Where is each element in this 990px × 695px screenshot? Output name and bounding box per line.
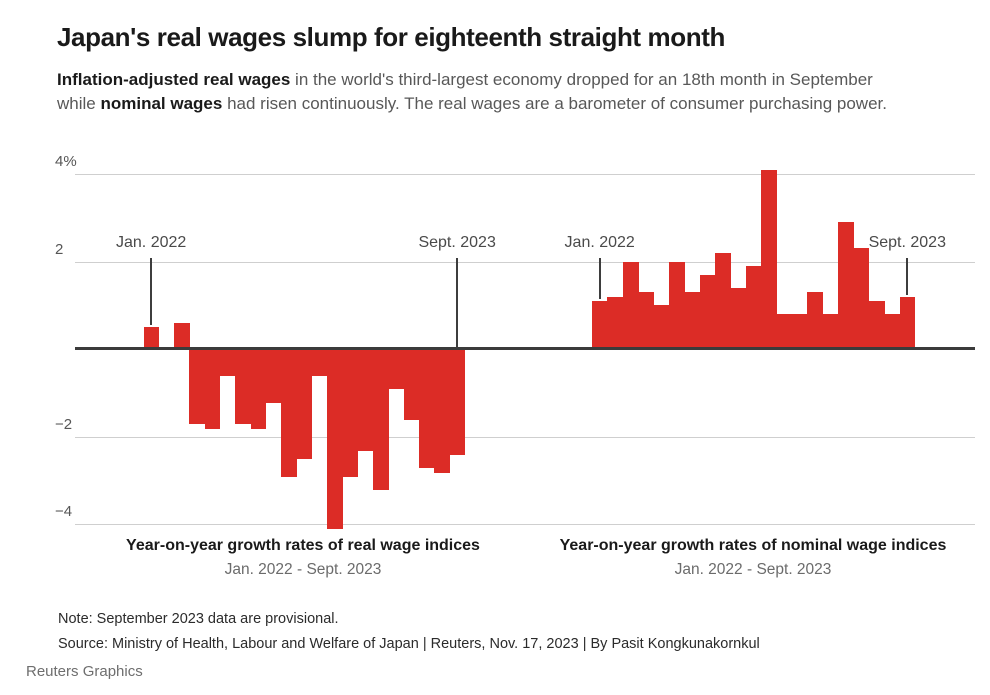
left-chart-caption: Year-on-year growth rates of real wage i… bbox=[53, 536, 553, 579]
date-tick-line bbox=[906, 258, 909, 295]
gridline bbox=[75, 174, 975, 175]
bar-mar-2022 bbox=[174, 322, 190, 349]
date-tick-label: Jan. 2022 bbox=[116, 234, 187, 251]
bar-may-2023 bbox=[838, 222, 854, 349]
bar-jul-2023 bbox=[418, 350, 435, 469]
bar-may-2022 bbox=[653, 305, 670, 349]
y-axis-label: −4 bbox=[55, 503, 73, 520]
bar-jun-2022 bbox=[220, 350, 236, 377]
bar-jan-2022 bbox=[592, 300, 608, 349]
y-axis-label: −2 bbox=[55, 415, 73, 433]
bar-sep-2022 bbox=[265, 350, 282, 403]
bar-feb-2023 bbox=[791, 314, 808, 349]
date-tick-label: Jan. 2022 bbox=[564, 234, 635, 251]
bar-jan-2022 bbox=[143, 327, 160, 349]
description-text-3: had risen continuously. The real wages a… bbox=[222, 94, 887, 113]
bar-jul-2023 bbox=[868, 300, 885, 349]
bar-jan-2023 bbox=[776, 314, 793, 349]
bar-jun-2023 bbox=[853, 248, 870, 349]
bar-apr-2023 bbox=[822, 314, 839, 349]
date-tick-line bbox=[150, 258, 153, 326]
bar-aug-2022 bbox=[699, 274, 716, 349]
left-chart-title: Year-on-year growth rates of real wage i… bbox=[126, 537, 480, 554]
reuters-graphics-credit: Reuters Graphics bbox=[26, 663, 143, 680]
date-tick-line bbox=[598, 258, 601, 299]
source-line: Source: Ministry of Health, Labour and W… bbox=[58, 636, 760, 652]
bar-jul-2022 bbox=[235, 350, 251, 425]
bar-mar-2023 bbox=[807, 292, 824, 349]
description-bold-real-wages: Inflation-adjusted real wages bbox=[57, 70, 291, 89]
bar-feb-2022 bbox=[607, 296, 624, 349]
bar-may-2022 bbox=[204, 350, 221, 429]
bar-jun-2022 bbox=[668, 261, 685, 349]
bar-mar-2023 bbox=[357, 350, 374, 451]
gridline bbox=[75, 524, 975, 525]
date-tick-label: Sept. 2023 bbox=[868, 234, 946, 251]
date-tick-line bbox=[456, 258, 459, 348]
right-chart-caption: Year-on-year growth rates of nominal wag… bbox=[503, 536, 990, 579]
bar-aug-2023 bbox=[884, 314, 900, 349]
description-bold-nominal-wages: nominal wages bbox=[100, 94, 223, 113]
bar-may-2023 bbox=[388, 350, 404, 390]
bar-jul-2022 bbox=[684, 292, 701, 349]
bar-apr-2022 bbox=[638, 292, 654, 349]
bar-apr-2022 bbox=[189, 350, 206, 425]
bar-apr-2023 bbox=[373, 350, 389, 490]
page-title: Japan's real wages slump for eighteenth … bbox=[57, 22, 725, 52]
bar-feb-2023 bbox=[342, 350, 359, 477]
bar-mar-2022 bbox=[622, 261, 639, 349]
bar-aug-2022 bbox=[250, 350, 267, 429]
bar-nov-2022 bbox=[296, 350, 313, 460]
bar-sep-2022 bbox=[715, 252, 731, 349]
bar-dec-2022 bbox=[311, 350, 328, 377]
bar-nov-2022 bbox=[745, 265, 762, 349]
bar-oct-2022 bbox=[730, 287, 747, 349]
left-chart-date-range: Jan. 2022 - Sept. 2023 bbox=[224, 561, 382, 578]
right-chart-title: Year-on-year growth rates of nominal wag… bbox=[559, 537, 947, 554]
bar-dec-2022 bbox=[761, 169, 777, 349]
gridline bbox=[75, 436, 975, 438]
date-tick-label: Sept. 2023 bbox=[418, 234, 496, 251]
bar-sep-2023 bbox=[449, 350, 466, 455]
right-chart-date-range: Jan. 2022 - Sept. 2023 bbox=[674, 561, 832, 578]
gridline bbox=[75, 261, 975, 263]
footnote: Note: September 2023 data are provisiona… bbox=[58, 611, 339, 627]
bar-sep-2023 bbox=[899, 296, 916, 349]
bar-jun-2023 bbox=[403, 350, 420, 420]
description-text-2: while bbox=[57, 94, 101, 113]
chart-plot-area: 4% 2 −2 −4 Jan. 2022 Sept. 2023 Jan. 2022 Sept.… bbox=[0, 150, 990, 535]
y-axis-label: 2 bbox=[55, 240, 64, 258]
y-axis-label: 4% bbox=[55, 153, 77, 170]
bar-aug-2023 bbox=[434, 350, 450, 473]
bar-oct-2022 bbox=[281, 350, 297, 477]
description-text-1: in the world's third-largest economy dro… bbox=[290, 70, 873, 89]
bar-jan-2023 bbox=[327, 350, 343, 530]
zero-axis-line bbox=[75, 347, 975, 350]
chart-description: Inflation-adjusted real wages in the wor… bbox=[57, 68, 982, 116]
